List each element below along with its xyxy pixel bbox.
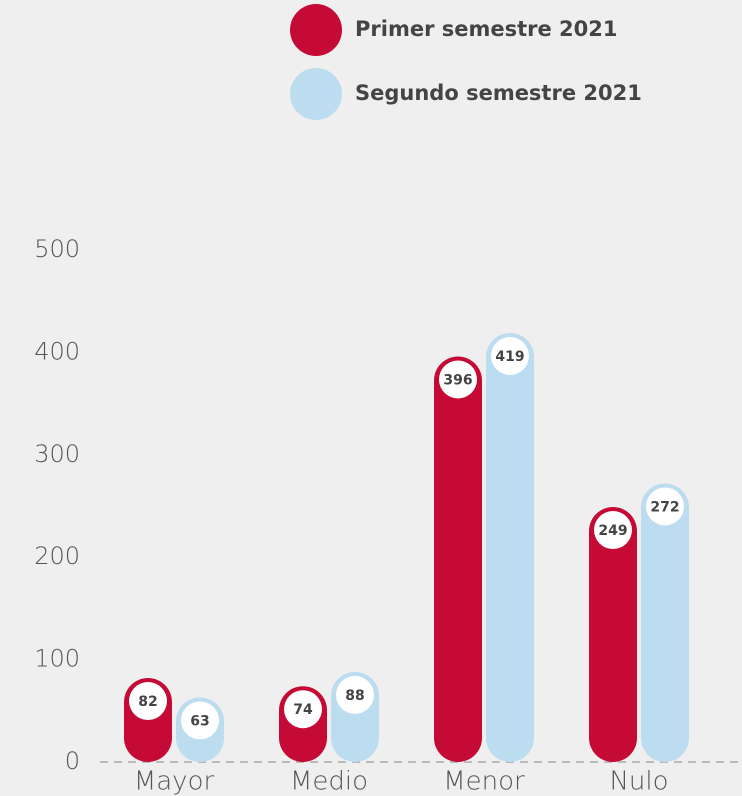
- value-badge: [491, 336, 529, 375]
- y-tick-label: 100: [34, 645, 80, 673]
- value-badge: [336, 675, 374, 714]
- bar: [486, 332, 534, 762]
- y-tick-label: 0: [65, 747, 80, 775]
- value-label: 249: [598, 523, 627, 539]
- value-badge: [181, 701, 219, 740]
- value-label: 396: [443, 372, 472, 388]
- value-label: 74: [293, 702, 313, 718]
- legend-label: Primer semestre 2021: [355, 17, 618, 41]
- y-tick-label: 200: [34, 542, 80, 570]
- legend-swatch: [290, 68, 342, 120]
- bar: [589, 507, 637, 762]
- value-badge: [129, 682, 167, 721]
- bar: [641, 483, 689, 762]
- legend-swatch: [290, 4, 342, 56]
- value-badge: [646, 487, 684, 526]
- value-label: 272: [650, 499, 679, 515]
- value-label: 88: [345, 688, 364, 704]
- y-tick-label: 300: [34, 440, 80, 468]
- x-tick-label: Nulo: [609, 767, 668, 796]
- y-tick-label: 500: [34, 235, 80, 263]
- x-tick-label: Medio: [290, 767, 368, 796]
- value-label: 63: [190, 713, 209, 729]
- y-tick-label: 400: [34, 337, 80, 365]
- value-label: 419: [495, 349, 524, 365]
- legend-label: Segundo semestre 2021: [355, 81, 642, 105]
- value-label: 82: [138, 694, 157, 710]
- value-badge: [439, 360, 477, 399]
- bar: [434, 356, 482, 762]
- x-tick-label: Menor: [443, 767, 525, 796]
- value-badge: [284, 690, 322, 729]
- x-tick-label: Mayor: [134, 767, 215, 796]
- value-badge: [594, 511, 632, 550]
